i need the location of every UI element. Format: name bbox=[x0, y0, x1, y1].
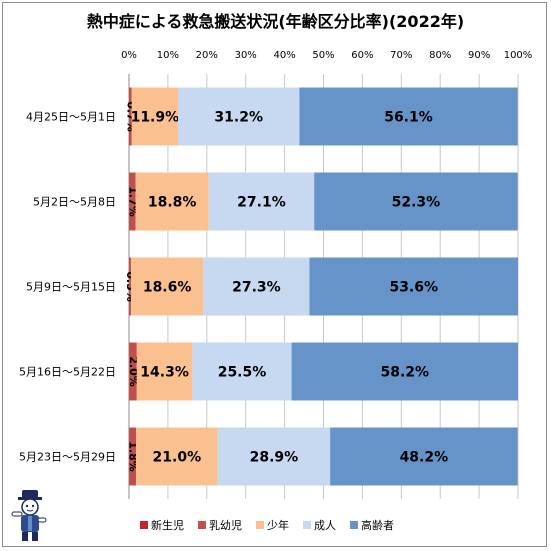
category-label: 5月23日～5月29日 bbox=[19, 451, 116, 464]
chart-legend: 新生児 乳幼児 少年 成人 高齢者 bbox=[140, 517, 394, 533]
bar-segment bbox=[299, 87, 518, 146]
bar-segment bbox=[135, 172, 209, 231]
x-tick-label: 50% bbox=[312, 50, 334, 61]
chart-title: 熱中症による救急搬送状況(年齢区分比率)(2022年) bbox=[86, 12, 465, 31]
data-label: 52.3% bbox=[392, 195, 441, 211]
legend-item: 成人 bbox=[303, 517, 336, 533]
data-label: 28.9% bbox=[250, 450, 299, 466]
bar-segment bbox=[129, 257, 131, 316]
data-label: 21.0% bbox=[153, 450, 202, 466]
bar-segment bbox=[208, 172, 315, 231]
bar-segment bbox=[129, 342, 137, 401]
legend-swatch bbox=[198, 521, 206, 529]
data-label: 31.2% bbox=[214, 110, 263, 126]
data-label: 27.3% bbox=[232, 280, 281, 296]
data-label: 14.3% bbox=[140, 365, 189, 381]
data-label: 56.1% bbox=[384, 110, 433, 126]
x-tick-label: 70% bbox=[390, 50, 412, 61]
x-tick-label: 30% bbox=[235, 50, 257, 61]
bar-segment bbox=[131, 87, 179, 146]
legend-item: 乳幼児 bbox=[198, 517, 242, 533]
data-label: 18.6% bbox=[143, 280, 192, 296]
bar-segment bbox=[129, 427, 137, 486]
bar-segment bbox=[217, 427, 331, 486]
bar-segment bbox=[309, 257, 518, 316]
x-tick-label: 40% bbox=[273, 50, 295, 61]
data-label: 27.1% bbox=[237, 195, 286, 211]
bar-segment bbox=[203, 257, 310, 316]
bar-segment bbox=[178, 87, 300, 146]
legend-label: 乳幼児 bbox=[209, 519, 242, 532]
data-label: 58.2% bbox=[381, 365, 430, 381]
legend-swatch bbox=[140, 521, 148, 529]
bar-segment bbox=[314, 172, 518, 231]
mascot-icon bbox=[11, 490, 47, 541]
legend-swatch bbox=[256, 521, 264, 529]
x-tick-label: 90% bbox=[468, 50, 490, 61]
legend-label: 高齢者 bbox=[361, 519, 394, 532]
bar-segment bbox=[330, 427, 518, 486]
x-tick-label: 60% bbox=[351, 50, 373, 61]
legend-label: 成人 bbox=[314, 519, 336, 532]
x-tick-label: 0% bbox=[121, 50, 137, 61]
x-tick-label: 80% bbox=[429, 50, 451, 61]
category-label: 4月25日～5月1日 bbox=[26, 111, 116, 124]
bar-segment bbox=[192, 342, 292, 401]
bar-segment bbox=[129, 87, 132, 146]
legend-label: 少年 bbox=[267, 519, 289, 532]
data-label: 48.2% bbox=[400, 450, 449, 466]
legend-label: 新生児 bbox=[151, 519, 184, 532]
x-tick-label: 10% bbox=[157, 50, 179, 61]
bar-segment bbox=[136, 342, 193, 401]
category-label: 5月16日～5月22日 bbox=[19, 366, 116, 379]
category-label: 5月9日～5月15日 bbox=[26, 281, 116, 294]
category-label: 5月2日～5月8日 bbox=[33, 196, 116, 209]
data-label: 53.6% bbox=[389, 280, 438, 296]
legend-swatch bbox=[303, 521, 311, 529]
data-label: 18.8% bbox=[148, 195, 197, 211]
legend-item: 新生児 bbox=[140, 517, 184, 533]
bar-segment bbox=[129, 172, 136, 231]
x-tick-label: 20% bbox=[196, 50, 218, 61]
legend-swatch bbox=[350, 521, 358, 529]
data-label: 2.0% bbox=[127, 356, 140, 387]
data-label: 25.5% bbox=[218, 365, 267, 381]
data-label: 11.9% bbox=[131, 110, 180, 126]
bar-segment bbox=[291, 342, 518, 401]
bar-segment bbox=[130, 257, 204, 316]
legend-item: 少年 bbox=[256, 517, 289, 533]
legend-item: 高齢者 bbox=[350, 517, 394, 533]
x-tick-label: 100% bbox=[504, 50, 533, 61]
bar-segment bbox=[136, 427, 218, 486]
